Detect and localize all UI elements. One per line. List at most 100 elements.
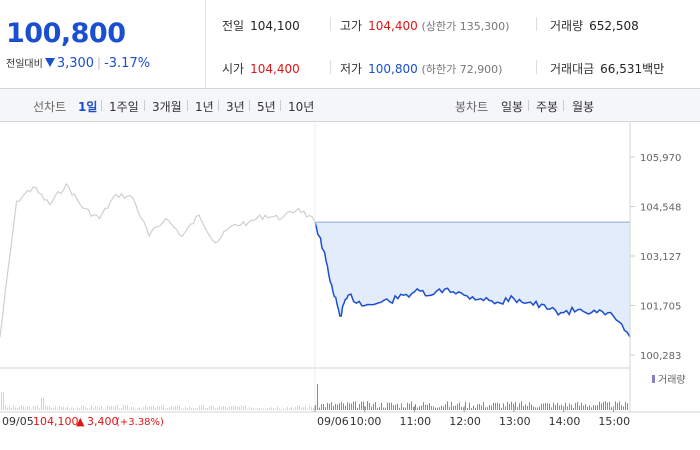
volume-bar <box>449 406 450 410</box>
tab-monthly-candle[interactable]: 월봉 <box>572 100 595 114</box>
volume-bar <box>53 407 54 410</box>
volume-bar <box>305 406 306 410</box>
volume-bar <box>183 408 184 410</box>
volume-bar <box>311 407 312 410</box>
volume-bar <box>343 403 344 410</box>
volume-bar <box>415 404 416 410</box>
volume-bar <box>527 406 528 410</box>
x-tick-label: 10:00 <box>350 415 382 428</box>
prev-day-up-icon: ▲ <box>76 415 85 428</box>
tab-1week[interactable]: 1주일 <box>109 100 139 114</box>
volume-bar <box>51 407 52 410</box>
volume-bar <box>407 402 408 410</box>
volume-bar <box>177 405 178 410</box>
volume-bar <box>355 401 356 410</box>
volume-bar <box>335 403 336 410</box>
volume-bar <box>247 408 248 410</box>
volume-bar <box>9 406 10 410</box>
volume-bar <box>451 401 452 410</box>
stat-volume: 거래량 652,508 <box>550 19 639 33</box>
volume-bar <box>431 406 432 410</box>
tab-weekly-candle[interactable]: 주봉 <box>536 100 559 114</box>
volume-bar <box>375 402 376 410</box>
volume-bar <box>371 406 372 410</box>
volume-bar <box>61 406 62 410</box>
volume-bar <box>329 403 330 410</box>
volume-bar <box>421 405 422 410</box>
volume-bar <box>567 406 568 410</box>
volume-bar <box>265 408 266 410</box>
volume-bar <box>215 408 216 410</box>
volume-bar <box>209 405 210 410</box>
volume-bar <box>509 404 510 410</box>
volume-bar <box>255 408 256 410</box>
volume-bar <box>313 408 314 410</box>
volume-bar <box>153 405 154 410</box>
volume-bar <box>543 403 544 410</box>
tab-3year[interactable]: 3년 <box>226 100 245 114</box>
x-tick-label: 15:00 <box>598 415 630 428</box>
tab-10year[interactable]: 10년 <box>288 100 315 114</box>
volume-bar <box>37 405 38 410</box>
volume-bar <box>569 403 570 410</box>
volume-bar <box>623 406 624 410</box>
volume-bar <box>25 407 26 410</box>
volume-bar <box>33 405 34 410</box>
volume-bar <box>387 402 388 410</box>
volume-bar <box>379 406 380 410</box>
volume-bar <box>383 407 384 410</box>
volume-bar <box>591 407 592 410</box>
tab-3month[interactable]: 3개월 <box>152 100 182 114</box>
tab-1year[interactable]: 1년 <box>195 100 214 114</box>
volume-bar <box>393 405 394 410</box>
down-arrow-icon <box>44 58 55 67</box>
volume-bar <box>551 407 552 410</box>
volume-bar <box>29 406 30 410</box>
volume-bar <box>189 406 190 410</box>
volume-bar <box>43 398 44 410</box>
tab-daily-candle[interactable]: 일봉 <box>501 100 524 114</box>
stat-amount: 거래대금 66,531백만 <box>550 62 665 76</box>
volume-bar <box>433 406 434 410</box>
volume-bar <box>523 406 524 410</box>
volume-bar <box>447 401 448 410</box>
volume-bar <box>619 401 620 410</box>
volume-bar <box>481 405 482 410</box>
volume-bar <box>297 405 298 410</box>
volume-bar <box>65 407 66 410</box>
stat-prev-close: 전일 104,100 <box>222 19 300 33</box>
tab-5year[interactable]: 5년 <box>257 100 276 114</box>
volume-bar <box>561 404 562 410</box>
volume-bar <box>615 401 616 410</box>
volume-bar <box>205 408 206 410</box>
volume-bar <box>333 405 334 410</box>
x-tick-label: 09/06 <box>317 415 349 428</box>
volume-bar <box>147 407 148 410</box>
volume-bar <box>233 405 234 410</box>
volume-bar <box>59 406 60 410</box>
volume-bar <box>237 406 238 410</box>
volume-bar <box>235 406 236 410</box>
volume-bar <box>283 408 284 410</box>
volume-bar <box>75 408 76 410</box>
volume-bar <box>45 405 46 410</box>
x-tick-label: 13:00 <box>499 415 531 428</box>
volume-bar <box>17 407 18 410</box>
volume-bar <box>617 402 618 410</box>
volume-bar <box>457 403 458 410</box>
volume-bar <box>63 406 64 410</box>
volume-bar <box>167 407 168 410</box>
volume-bar <box>5 405 6 410</box>
volume-bar <box>7 407 8 410</box>
volume-bar <box>469 402 470 410</box>
tab-1day[interactable]: 1일 <box>78 100 98 114</box>
volume-bar <box>337 404 338 410</box>
volume-bar <box>511 401 512 410</box>
candle-chart-label: 봉차트 <box>455 100 489 114</box>
volume-bar <box>127 405 128 410</box>
volume-bar <box>185 406 186 410</box>
volume-bar <box>123 405 124 410</box>
volume-bar <box>117 405 118 410</box>
volume-bar <box>47 406 48 410</box>
